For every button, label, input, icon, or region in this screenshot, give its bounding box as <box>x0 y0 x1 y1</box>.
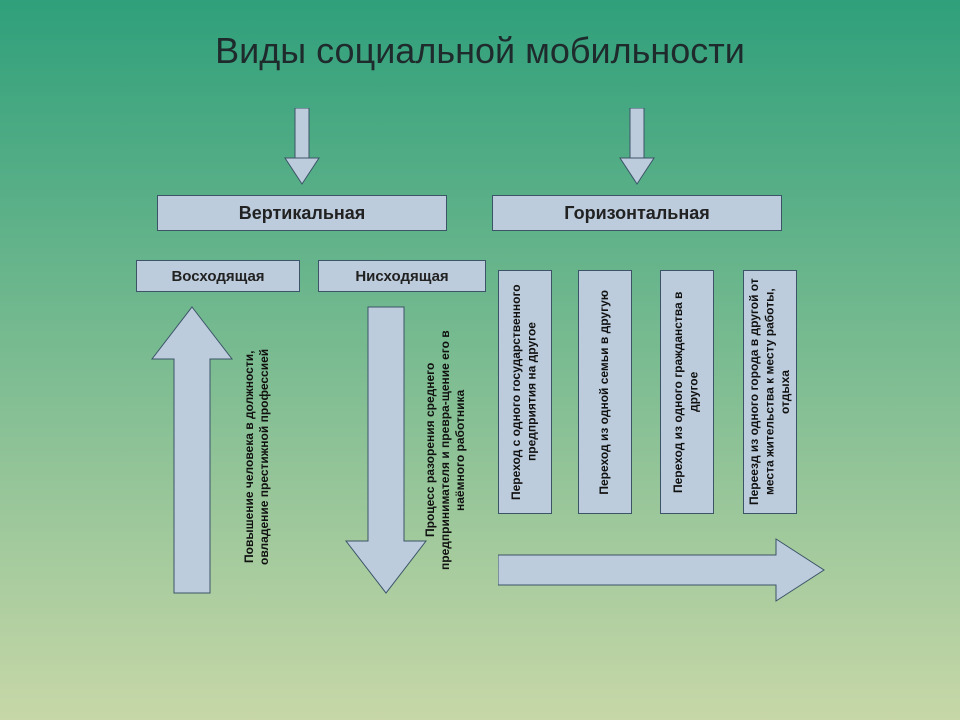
box-ascending: Восходящая <box>136 260 300 292</box>
arrow-ascending <box>148 305 236 595</box>
ascending-text: Повышение человека в должности, овладени… <box>232 335 282 579</box>
box-vertical: Вертикальная <box>157 195 447 231</box>
arrow-down-right <box>618 108 656 186</box>
box-descending: Нисходящая <box>318 260 486 292</box>
arrow-horizontal <box>498 537 826 603</box>
hbox-2: Переход из одной семьи в другую <box>578 270 632 514</box>
hbox-3: Переход из одного гражданства в другое <box>660 270 714 514</box>
descending-text: Процесс разорения среднего предпринимате… <box>420 320 470 580</box>
slide-title: Виды социальной мобильности <box>0 30 960 72</box>
hbox-1: Переход с одного государственного предпр… <box>498 270 552 514</box>
arrow-descending <box>342 305 430 595</box>
box-horizontal: Горизонтальная <box>492 195 782 231</box>
arrow-down-left <box>283 108 321 186</box>
hbox-4: Переезд из одного города в другой от мес… <box>743 270 797 514</box>
